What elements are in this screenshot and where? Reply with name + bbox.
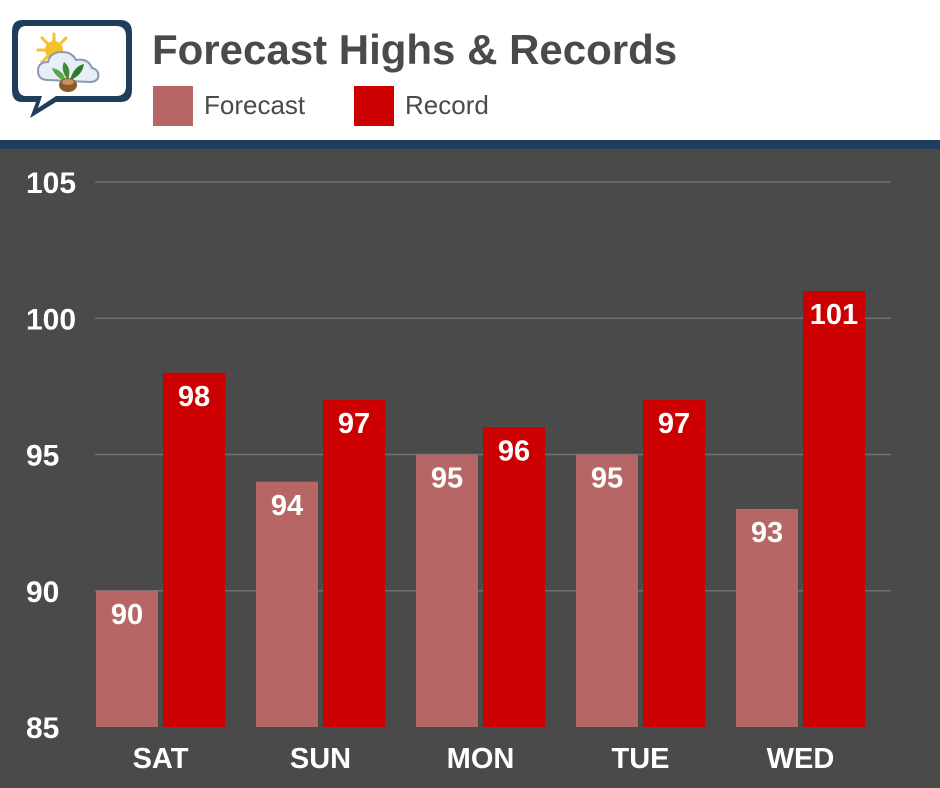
data-label: 97 (338, 408, 370, 440)
bar-forecast-mon (416, 454, 478, 727)
x-tick-label: SAT (133, 743, 189, 775)
data-label: 93 (751, 517, 783, 549)
data-label: 94 (271, 490, 303, 522)
y-tick-label: 105 (26, 167, 76, 200)
legend-swatch-forecast (153, 86, 193, 126)
data-label: 90 (111, 599, 143, 631)
data-label: 95 (591, 463, 623, 495)
legend-swatch-record (354, 86, 394, 126)
data-label: 97 (658, 408, 690, 440)
data-label: 95 (431, 463, 463, 495)
bar-forecast-wed (736, 509, 798, 727)
bar-forecast-sun (256, 481, 318, 727)
header-divider (0, 140, 940, 149)
header: Forecast Highs & Records Forecast Record (0, 0, 940, 140)
y-tick-label: 90 (26, 576, 59, 609)
bar-record-tue (643, 400, 705, 727)
bar-record-mon (483, 427, 545, 727)
bar-chart: 85 90 95 100 105 90 98 SAT 94 97 SUN 95 96 MON 95 97 TUE… (26, 167, 891, 775)
x-tick-label: TUE (612, 743, 670, 775)
bar-record-wed (803, 291, 865, 727)
y-tick-label: 95 (26, 440, 59, 473)
y-tick-label: 85 (26, 712, 59, 745)
x-tick-label: SUN (290, 743, 351, 775)
legend-label-record: Record (405, 90, 489, 120)
bar-record-sat (163, 372, 225, 727)
weather-logo-icon (12, 20, 132, 118)
data-label: 98 (178, 381, 210, 413)
y-tick-label: 100 (26, 303, 76, 336)
bar-forecast-sat (96, 590, 158, 727)
chart-title: Forecast Highs & Records (152, 26, 678, 73)
bar-record-sun (323, 400, 385, 727)
x-tick-label: MON (447, 743, 515, 775)
data-label: 96 (498, 435, 530, 467)
bar-forecast-tue (576, 454, 638, 727)
legend-label-forecast: Forecast (204, 90, 306, 120)
x-tick-label: WED (767, 743, 835, 775)
data-label: 101 (810, 299, 858, 331)
